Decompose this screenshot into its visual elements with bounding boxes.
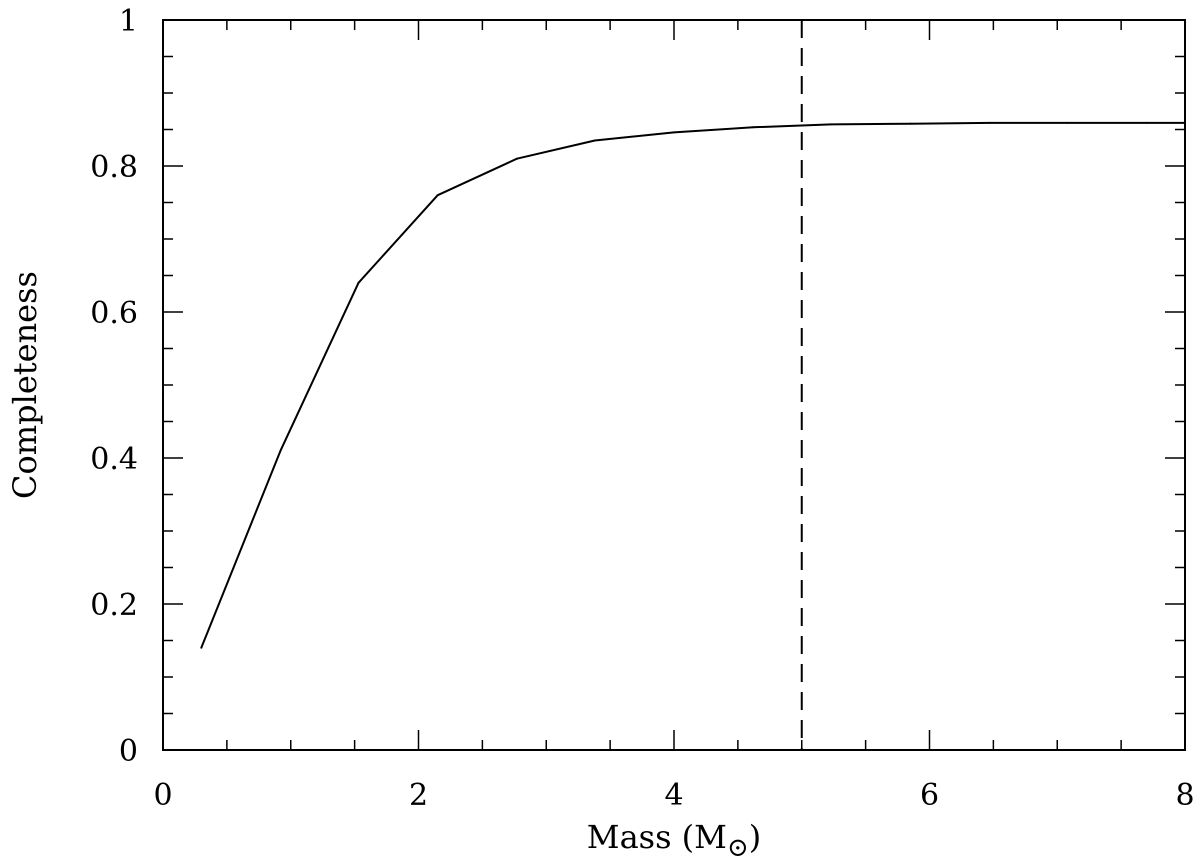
data-point xyxy=(1145,121,1148,124)
sun-symbol: ⊙ xyxy=(727,833,749,863)
y-tick-label: 1 xyxy=(119,4,138,39)
data-point xyxy=(1066,121,1069,124)
plot-content xyxy=(200,20,1186,750)
x-tick-label: 2 xyxy=(409,778,428,813)
x-axis-label-close: ) xyxy=(749,818,761,856)
major-ticks xyxy=(162,19,1186,751)
y-tick-label: 0.6 xyxy=(90,296,138,331)
x-tick-label: 8 xyxy=(1175,778,1194,813)
data-point xyxy=(436,194,439,197)
x-tick-label: 4 xyxy=(664,778,683,813)
y-tick-label: 0 xyxy=(119,734,138,769)
y-tick-label: 0.2 xyxy=(90,588,138,623)
y-tick-label: 0.8 xyxy=(90,150,138,185)
data-point xyxy=(200,646,203,649)
data-point xyxy=(279,449,282,452)
plot-frame xyxy=(162,19,1186,751)
data-point xyxy=(357,281,360,284)
data-point xyxy=(515,157,518,160)
y-tick-label: 0.4 xyxy=(90,442,138,477)
data-point xyxy=(830,123,833,126)
data-point xyxy=(988,121,991,124)
x-axis-label-text: Mass (M xyxy=(587,818,727,856)
minor-ticks xyxy=(163,20,1185,750)
x-tick-label: 0 xyxy=(153,778,172,813)
x-axis-label: Mass (M⊙) xyxy=(587,818,761,863)
y-axis-label: Completeness xyxy=(6,271,44,499)
data-point xyxy=(593,139,596,142)
series-line-0 xyxy=(200,121,1185,649)
x-tick-label: 6 xyxy=(920,778,939,813)
data-point xyxy=(909,122,912,125)
data-point xyxy=(673,131,675,134)
tick-labels: 0 2 4 6 8 0 0.2 0.4 0.6 0.8 1 xyxy=(90,4,1194,813)
data-point xyxy=(752,126,755,129)
